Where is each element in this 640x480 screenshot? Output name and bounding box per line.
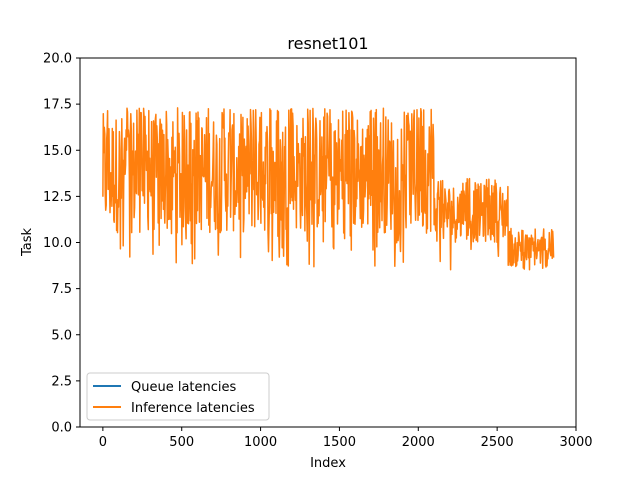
- y-tick-label: 17.5: [43, 98, 72, 113]
- y-tick-label: 12.5: [43, 190, 72, 205]
- chart-title: resnet101: [287, 34, 368, 53]
- x-tick-label: 1000: [244, 435, 277, 450]
- y-tick-label: 15.0: [43, 144, 72, 159]
- x-tick-label: 0: [99, 435, 107, 450]
- x-axis-label: Index: [310, 456, 346, 471]
- y-axis-label: Task: [20, 228, 35, 258]
- series-line-inference-latencies: [102, 107, 555, 271]
- x-axis: 0 500 1000 1500 2000 2500 3000: [99, 427, 593, 450]
- legend-label-inference-latencies: Inference latencies: [131, 401, 255, 416]
- series-layer: [102, 107, 555, 271]
- y-tick-label: 5.0: [51, 328, 72, 343]
- y-tick-label: 7.5: [51, 282, 72, 297]
- y-tick-label: 0.0: [51, 421, 72, 436]
- legend-box: [86, 372, 270, 421]
- legend: Queue latencies Inference latencies: [86, 372, 270, 421]
- y-tick-label: 10.0: [43, 236, 72, 251]
- x-tick-label: 2000: [402, 435, 435, 450]
- legend-label-queue-latencies: Queue latencies: [131, 380, 237, 395]
- x-tick-label: 2500: [481, 435, 514, 450]
- y-axis: 0.0 2.5 5.0 7.5 10.0 12.5 15.0 17.5 20.0: [43, 52, 80, 436]
- x-tick-label: 500: [169, 435, 194, 450]
- y-tick-label: 20.0: [43, 52, 72, 67]
- y-tick-label: 2.5: [51, 374, 72, 389]
- x-tick-label: 3000: [559, 435, 592, 450]
- x-tick-label: 1500: [323, 435, 356, 450]
